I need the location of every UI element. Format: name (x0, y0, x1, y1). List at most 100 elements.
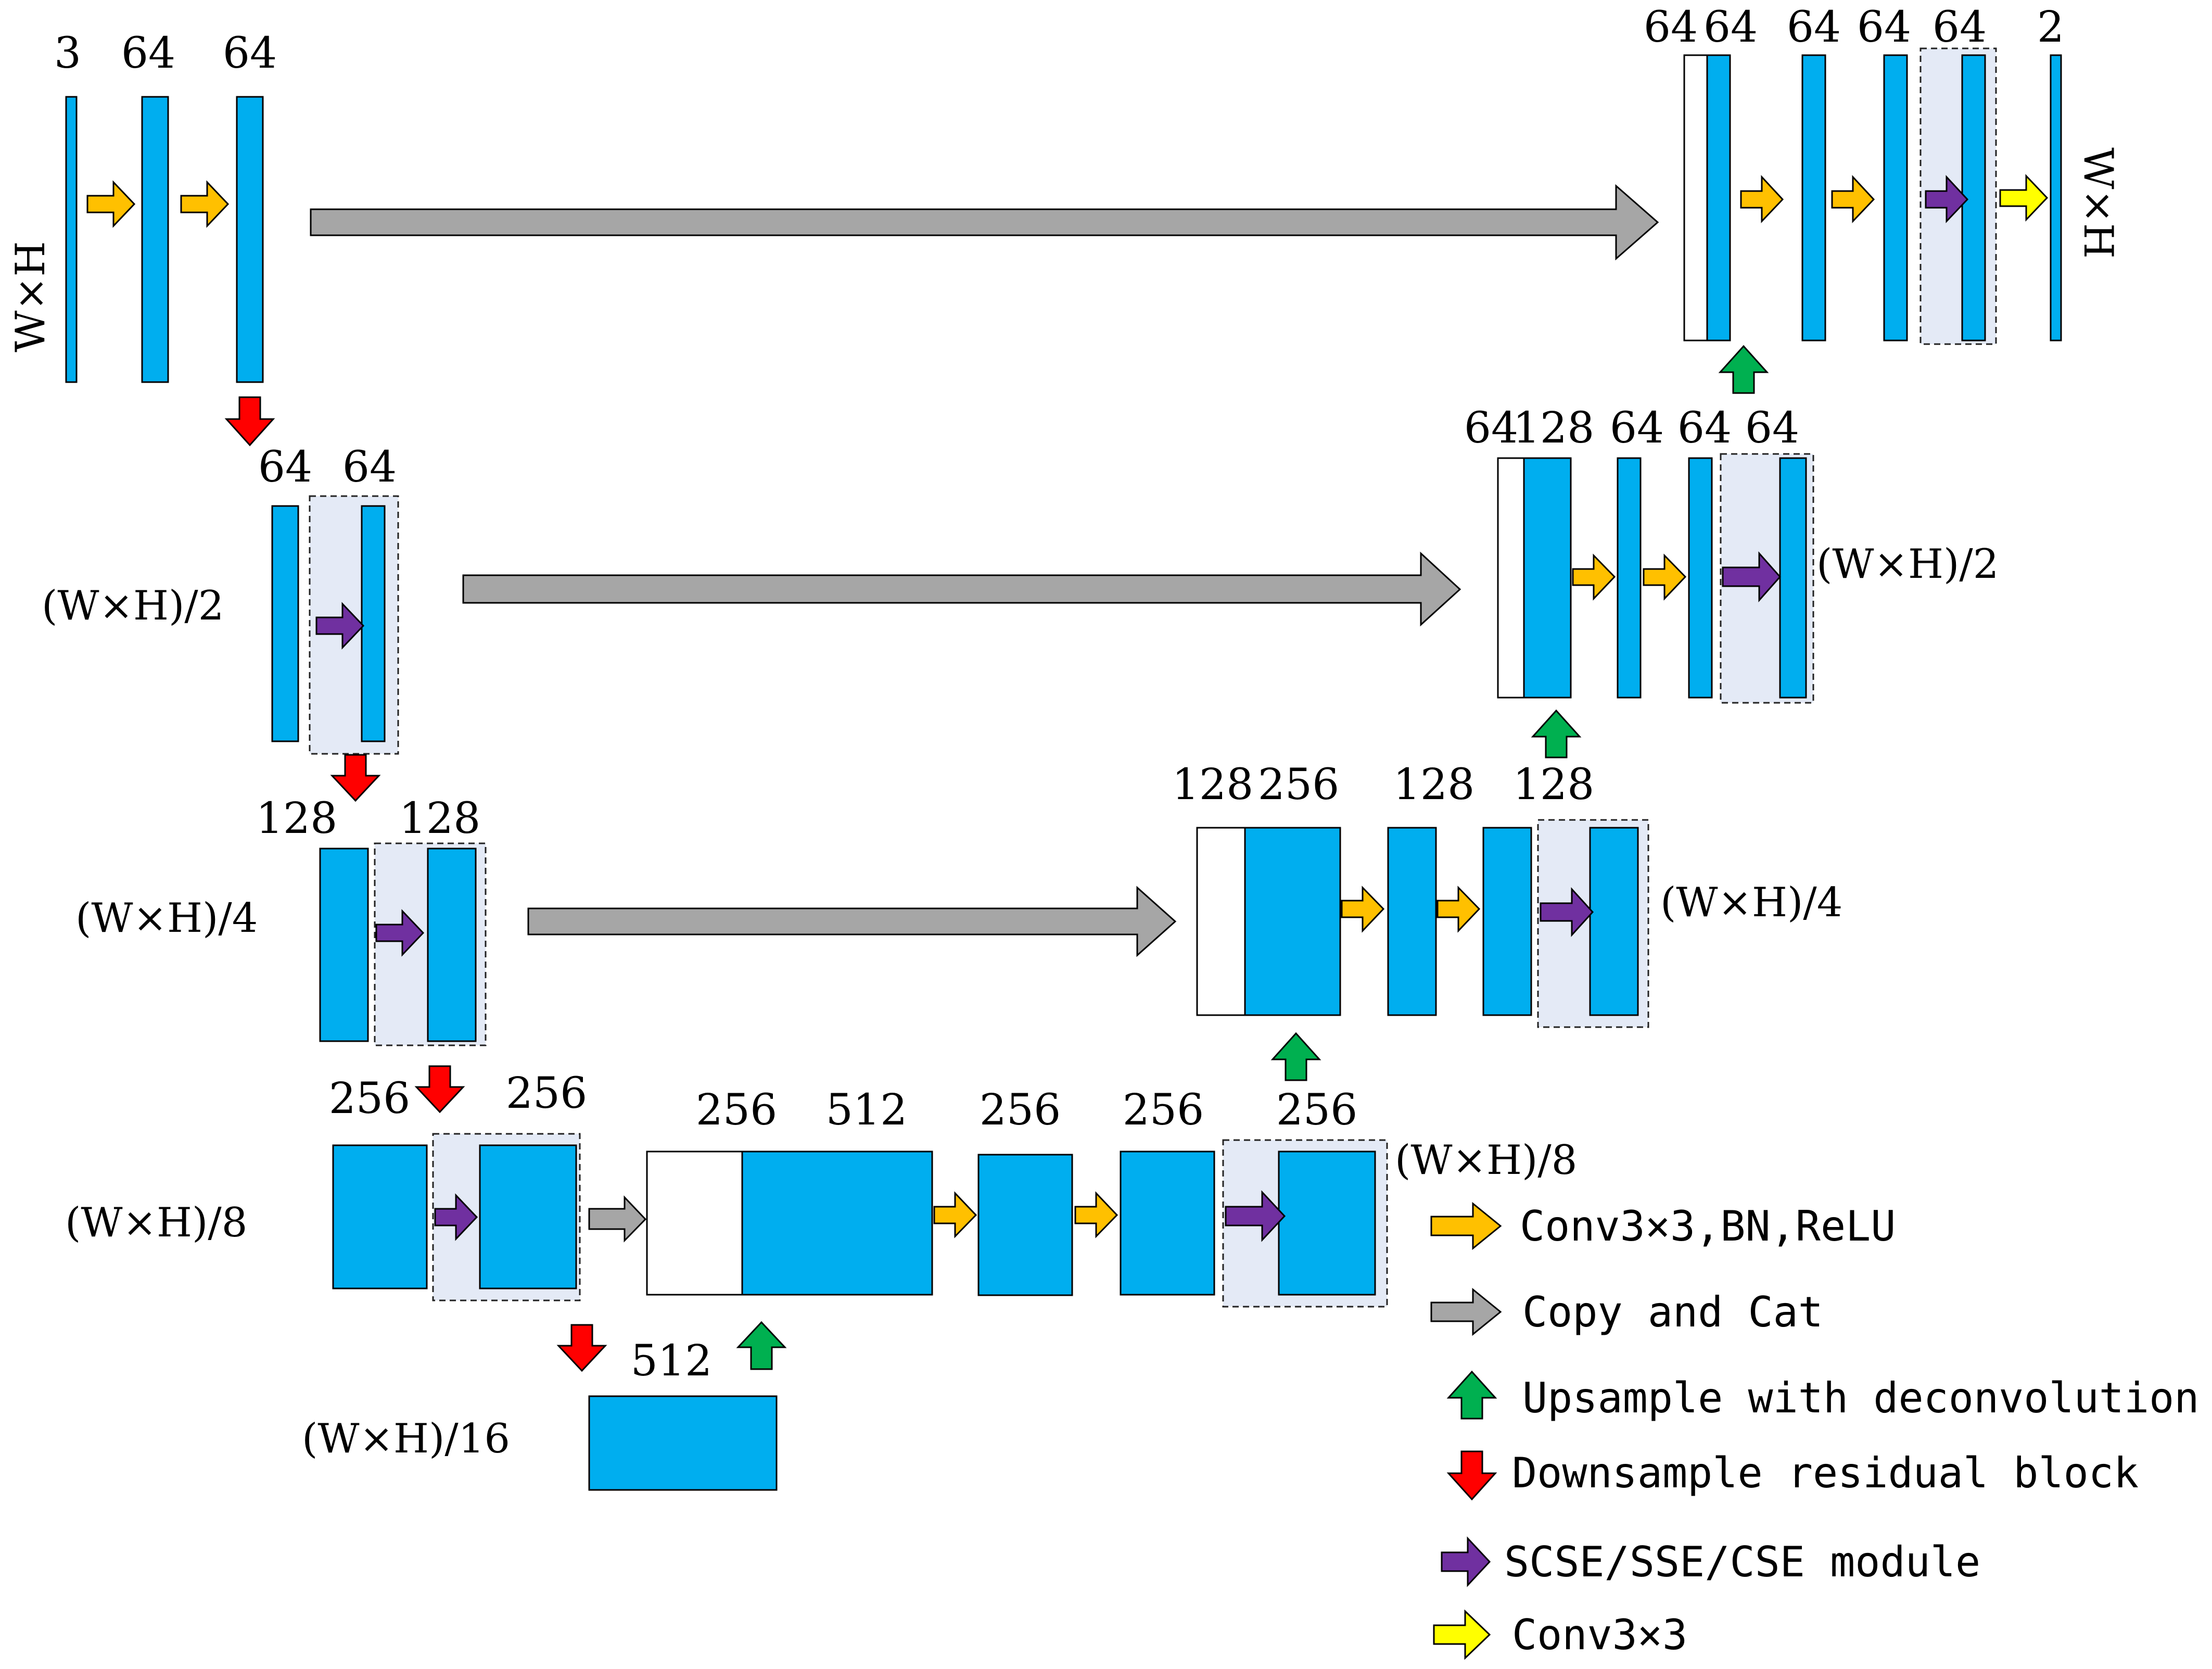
legend-upsample-icon (1446, 1370, 1497, 1420)
feature-map-512ch (741, 1150, 933, 1296)
conv-bn-relu-arrow (1572, 553, 1616, 601)
channel-label: 256 (696, 1085, 778, 1135)
legend-label: Conv3×3 (1512, 1611, 1687, 1659)
feature-map-64ch (1779, 457, 1807, 699)
scse-arrow (434, 1193, 478, 1241)
feature-map-256ch (479, 1144, 577, 1289)
conv-bn-relu-arrow (933, 1191, 977, 1238)
conv-bn-relu-arrow (1643, 553, 1687, 601)
conv-bn-relu-arrow (86, 180, 136, 228)
level-4: 256 256 (W×H)/8 256 512 256 256 256 (W×H… (65, 1069, 1577, 1308)
dimension-label: (W×H)/8 (65, 1199, 247, 1246)
legend-label: Copy and Cat (1522, 1288, 1823, 1336)
conv-bn-relu-arrow (1436, 886, 1481, 933)
scse-arrow (375, 909, 425, 957)
legend: Conv3×3,BN,ReLU Copy and Cat Upsample wi… (1430, 1202, 2199, 1660)
copy-and-cat-arrow (588, 1195, 647, 1243)
conv-bn-relu-arrow (180, 180, 230, 228)
level-3: 128 128 (W×H)/4 128 256 128 128 (W×H)/4 (75, 760, 1842, 1046)
conv-bn-relu-arrow (1341, 886, 1385, 933)
feature-map-256ch (1244, 827, 1341, 1016)
channel-label: 2 (2037, 3, 2064, 52)
feature-map-64ch (361, 505, 386, 742)
scse-arrow (1225, 1190, 1286, 1242)
channel-label: 64 (1677, 403, 1732, 453)
feature-map-64ch (236, 96, 264, 383)
channel-label: 64 (1933, 3, 1987, 52)
channel-label: 64 (1857, 3, 1911, 52)
conv-bn-relu-arrow (1831, 175, 1875, 223)
channel-label: 128 (1513, 403, 1595, 453)
feature-map-256ch (977, 1154, 1073, 1296)
scse-arrow (1722, 551, 1782, 602)
feature-map-128ch (319, 848, 369, 1042)
copy-and-cat-arrow (462, 551, 1461, 627)
feature-map-64ch (141, 96, 169, 383)
upsample-arrow (1531, 709, 1582, 758)
downsample-arrow (414, 1065, 465, 1114)
dimension-label: (W×H)/16 (302, 1415, 510, 1462)
feature-map-64ch (1706, 54, 1731, 342)
channel-label: 512 (631, 1336, 713, 1386)
feature-map-256ch (332, 1144, 428, 1289)
feature-map-128ch (427, 848, 477, 1042)
legend-conv-bn-relu-icon (1430, 1202, 1502, 1250)
channel-label: 128 (399, 794, 481, 843)
upsample-arrows (736, 345, 1769, 1370)
copy-and-cat-arrow (310, 184, 1659, 261)
channel-label: 64 (1704, 3, 1758, 52)
conv-bn-relu-arrow (1740, 175, 1784, 223)
dimension-label: (W×H)/4 (1660, 879, 1842, 926)
feature-map-3ch (65, 96, 78, 383)
channel-label: 256 (1276, 1085, 1358, 1135)
channel-label: 64 (1787, 3, 1841, 52)
conv3x3-arrow (1999, 174, 2049, 222)
legend-conv3x3-icon (1433, 1609, 1491, 1660)
scse-arrow (315, 602, 365, 650)
channel-label: 256 (1258, 760, 1340, 810)
conv-bn-relu-arrow (1074, 1191, 1118, 1238)
upsample-arrow (1718, 345, 1769, 394)
channel-label: 128 (1393, 760, 1475, 810)
skip-connections (310, 184, 1659, 1243)
downsample-arrow (330, 754, 381, 802)
feature-map-64ch (1883, 54, 1908, 342)
legend-downsample-icon (1446, 1450, 1497, 1501)
concat-map (1497, 457, 1525, 699)
downsample-arrow (556, 1324, 607, 1372)
channel-label: 128 (256, 794, 338, 843)
channel-label: 64 (121, 29, 175, 78)
legend-label: SCSE/SSE/CSE module (1504, 1538, 1980, 1586)
level-5: 512 (W×H)/16 (302, 1336, 778, 1491)
feature-map-64ch (1688, 457, 1713, 699)
scse-arrows (315, 175, 1969, 1242)
copy-and-cat-arrow (527, 886, 1177, 957)
scse-arrow (1540, 887, 1594, 937)
feature-map-256ch (1120, 1150, 1215, 1296)
feature-map-64ch (271, 505, 299, 742)
feature-map-256ch (1278, 1150, 1376, 1296)
conv-bn-relu-arrows (86, 175, 1875, 1238)
concat-map (646, 1150, 743, 1296)
upsample-arrow (1270, 1032, 1321, 1081)
legend-copy-and-cat-icon (1430, 1287, 1502, 1336)
dimension-label: (W×H)/2 (1816, 541, 1999, 588)
dimension-label: (W×H)/2 (42, 583, 224, 629)
legend-label: Downsample residual block (1512, 1449, 2139, 1497)
channel-label: 64 (1745, 403, 1799, 453)
concat-map (1196, 827, 1246, 1016)
channel-label: 256 (980, 1085, 1061, 1135)
feature-map-128ch (1482, 827, 1532, 1016)
channel-label: 256 (506, 1069, 588, 1118)
level-2: 64 64 (W×H)/2 64 128 64 64 64 (W×H)/2 (42, 403, 1999, 755)
channel-label: 128 (1513, 760, 1595, 810)
channel-label: 64 (223, 29, 277, 78)
channel-label: 3 (54, 29, 81, 78)
channel-label: 256 (329, 1074, 411, 1123)
upsample-arrow (736, 1321, 787, 1370)
level-1: 3 64 64 W×H 64 64 64 64 64 2 W×H (7, 3, 2121, 383)
feature-map-128ch (1523, 457, 1572, 699)
channel-label: 64 (258, 442, 312, 492)
channel-label: 128 (1172, 760, 1254, 810)
